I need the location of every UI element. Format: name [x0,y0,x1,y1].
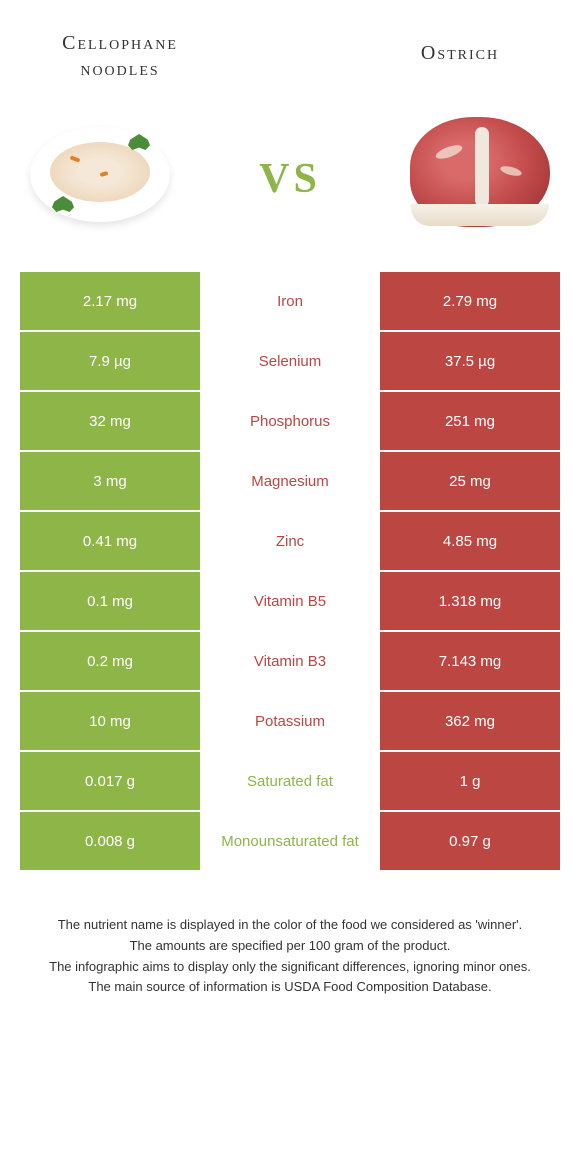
cell-nutrient-label: Zinc [200,512,380,570]
cell-nutrient-label: Potassium [200,692,380,750]
cell-left-value: 0.1 mg [20,572,200,630]
footer-line: The main source of information is USDA F… [45,977,535,998]
cell-nutrient-label: Monounsaturated fat [200,812,380,870]
cell-right-value: 362 mg [380,692,560,750]
table-row: 2.17 mgIron2.79 mg [20,272,560,330]
infographic-container: Cellophane noodles Ostrich vs 2.17 mgIro… [0,0,580,1018]
cell-left-value: 0.2 mg [20,632,200,690]
cell-right-value: 251 mg [380,392,560,450]
cell-right-value: 4.85 mg [380,512,560,570]
comparison-table: 2.17 mgIron2.79 mg7.9 µgSelenium37.5 µg3… [20,272,560,870]
cell-left-value: 0.41 mg [20,512,200,570]
footer-line: The amounts are specified per 100 gram o… [45,936,535,957]
cell-nutrient-label: Saturated fat [200,752,380,810]
food-image-left [20,112,180,232]
images-row: vs [20,102,560,242]
cell-nutrient-label: Vitamin B5 [200,572,380,630]
meat-icon [405,112,555,232]
table-row: 7.9 µgSelenium37.5 µg [20,332,560,390]
table-row: 0.41 mgZinc4.85 mg [20,512,560,570]
cell-nutrient-label: Phosphorus [200,392,380,450]
food-image-right [400,112,560,232]
table-row: 0.017 gSaturated fat1 g [20,752,560,810]
cell-left-value: 0.017 g [20,752,200,810]
table-row: 32 mgPhosphorus251 mg [20,392,560,450]
cell-right-value: 2.79 mg [380,272,560,330]
cell-right-value: 0.97 g [380,812,560,870]
table-row: 0.008 gMonounsaturated fat0.97 g [20,812,560,870]
cell-nutrient-label: Selenium [200,332,380,390]
footer-line: The infographic aims to display only the… [45,957,535,978]
cell-nutrient-label: Magnesium [200,452,380,510]
cell-left-value: 10 mg [20,692,200,750]
vs-label: vs [259,138,321,207]
footer-notes: The nutrient name is displayed in the co… [20,915,560,998]
cell-left-value: 0.008 g [20,812,200,870]
cell-right-value: 25 mg [380,452,560,510]
cell-left-value: 2.17 mg [20,272,200,330]
cell-left-value: 3 mg [20,452,200,510]
titles-row: Cellophane noodles Ostrich [20,30,560,82]
cell-nutrient-label: Iron [200,272,380,330]
cell-right-value: 1.318 mg [380,572,560,630]
cell-right-value: 7.143 mg [380,632,560,690]
table-row: 0.2 mgVitamin B37.143 mg [20,632,560,690]
title-left: Cellophane noodles [20,30,220,82]
noodles-icon [30,122,170,222]
table-row: 0.1 mgVitamin B51.318 mg [20,572,560,630]
table-row: 10 mgPotassium362 mg [20,692,560,750]
table-row: 3 mgMagnesium25 mg [20,452,560,510]
cell-right-value: 37.5 µg [380,332,560,390]
cell-nutrient-label: Vitamin B3 [200,632,380,690]
title-right: Ostrich [360,40,560,66]
cell-left-value: 32 mg [20,392,200,450]
cell-left-value: 7.9 µg [20,332,200,390]
footer-line: The nutrient name is displayed in the co… [45,915,535,936]
cell-right-value: 1 g [380,752,560,810]
